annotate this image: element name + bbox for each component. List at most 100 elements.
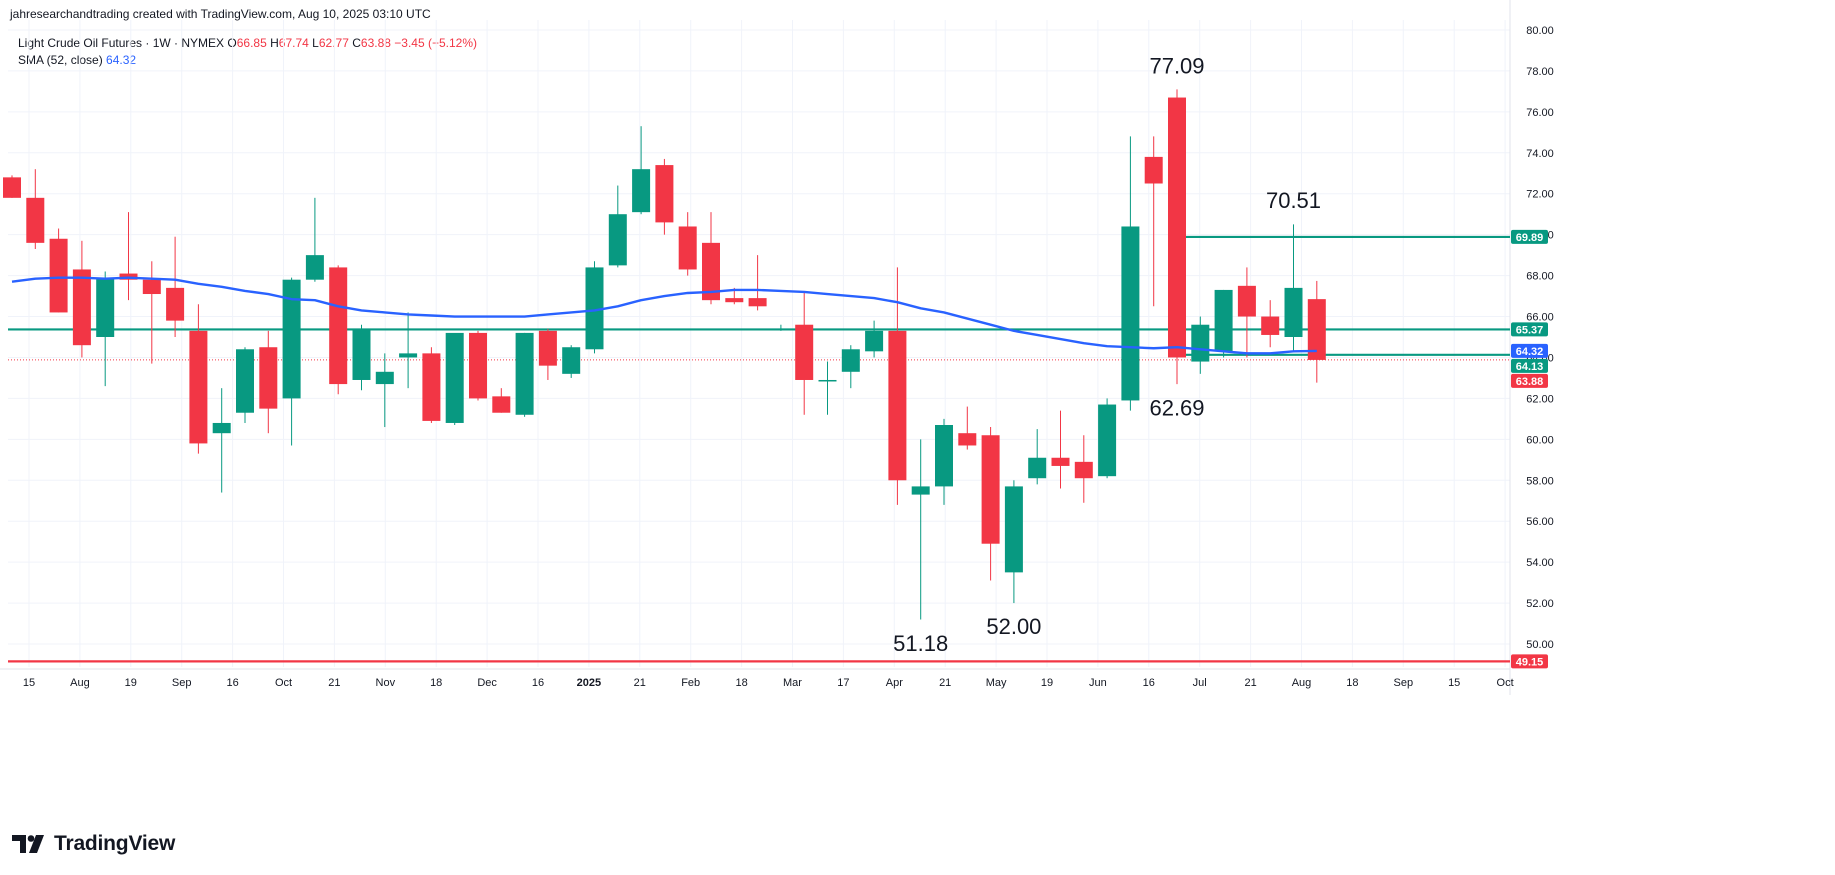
candle-body[interactable] xyxy=(1214,289,1233,352)
symbol-legend-row[interactable]: Light Crude Oil Futures · 1W · NYMEX O66… xyxy=(18,35,477,52)
time-axis-tick-label: 15 xyxy=(1448,677,1460,689)
candle-body[interactable] xyxy=(515,332,534,415)
price-axis-tick-label: 74.00 xyxy=(1526,148,1554,160)
candle-body[interactable] xyxy=(1004,486,1023,573)
candle-body[interactable] xyxy=(329,267,348,385)
candle-body[interactable] xyxy=(911,486,930,495)
chart-attribution: jahresearchandtrading created with Tradi… xyxy=(10,7,431,21)
price-annotation-label: 70.51 xyxy=(1266,188,1321,213)
candle-body[interactable] xyxy=(96,277,115,337)
candle-body[interactable] xyxy=(1191,324,1210,362)
close-value: 63.88 xyxy=(360,36,391,50)
close-label: C xyxy=(352,36,361,50)
candle-body[interactable] xyxy=(702,242,720,301)
price-axis-tag xyxy=(1511,322,1548,337)
time-axis-tick-label: Sep xyxy=(172,677,192,689)
candle-body[interactable] xyxy=(1237,285,1256,317)
tradingview-brand: TradingView xyxy=(12,832,175,856)
candle-body[interactable] xyxy=(375,371,394,385)
candle-body[interactable] xyxy=(26,197,45,243)
time-axis-tick-label: 19 xyxy=(1041,677,1053,689)
candle-body[interactable] xyxy=(538,330,557,366)
candle-body[interactable] xyxy=(678,226,697,270)
price-axis-tick-label: 66.00 xyxy=(1526,312,1554,324)
time-axis-tick-label: 16 xyxy=(532,677,544,689)
candle-body[interactable] xyxy=(608,214,627,266)
candle-body[interactable] xyxy=(189,330,208,444)
candle-body[interactable] xyxy=(958,433,977,446)
candle-body[interactable] xyxy=(1261,316,1280,335)
candle-body[interactable] xyxy=(3,177,21,198)
time-axis-tick-label: 21 xyxy=(1244,677,1256,689)
price-axis-tick-label: 52.00 xyxy=(1526,598,1554,610)
candle-body[interactable] xyxy=(585,267,604,350)
candle-body[interactable] xyxy=(282,279,301,399)
price-axis-tick-label: 58.00 xyxy=(1526,475,1554,487)
candle-body[interactable] xyxy=(422,353,441,421)
time-axis-tick-label: Oct xyxy=(275,677,292,689)
price-axis-tag xyxy=(1511,373,1548,388)
candle-body[interactable] xyxy=(399,353,418,358)
time-axis-tick-label: Mar xyxy=(783,677,802,689)
time-axis-tick-label: Aug xyxy=(1292,677,1312,689)
candle-body[interactable] xyxy=(562,347,581,374)
sma-line[interactable] xyxy=(11,276,1317,355)
candle-body[interactable] xyxy=(445,332,464,423)
candle-body[interactable] xyxy=(305,255,324,280)
candle-body[interactable] xyxy=(1307,299,1326,360)
sma-legend-row[interactable]: SMA (52, close) 64.32 xyxy=(18,52,477,69)
candle-body[interactable] xyxy=(142,279,161,295)
price-axis-tick-label: 76.00 xyxy=(1526,107,1554,119)
time-axis-tick-label: 18 xyxy=(1346,677,1358,689)
candle-body[interactable] xyxy=(818,379,837,382)
tradingview-wordmark: TradingView xyxy=(54,832,176,855)
candle-body[interactable] xyxy=(166,287,185,321)
price-axis-tick-label: 72.00 xyxy=(1526,189,1554,201)
candle-body[interactable] xyxy=(795,324,814,380)
candle-body[interactable] xyxy=(632,169,651,213)
candle-body[interactable] xyxy=(1168,97,1186,358)
candle-body[interactable] xyxy=(981,435,1000,544)
time-axis-tick-label: Aug xyxy=(70,677,90,689)
change-value: −3.45 (−5.12%) xyxy=(394,36,478,50)
price-axis-tick-label: 54.00 xyxy=(1526,557,1554,569)
time-axis-tick-label: 18 xyxy=(430,677,442,689)
candle-body[interactable] xyxy=(841,349,860,372)
candle-body[interactable] xyxy=(1121,226,1140,401)
time-axis-tick-label: May xyxy=(986,677,1007,689)
candle-body[interactable] xyxy=(1098,404,1117,477)
candle-body[interactable] xyxy=(1284,287,1303,337)
candle-body[interactable] xyxy=(1028,457,1047,479)
candle-body[interactable] xyxy=(469,332,487,399)
low-label: L xyxy=(312,36,319,50)
candle-body[interactable] xyxy=(49,238,68,313)
candle-body[interactable] xyxy=(888,330,907,481)
open-label: O xyxy=(227,36,237,50)
price-annotation-label: 62.69 xyxy=(1149,395,1204,420)
candle-body[interactable] xyxy=(655,165,674,223)
candle-body[interactable] xyxy=(771,328,790,331)
candle-body[interactable] xyxy=(865,330,884,352)
candle-body[interactable] xyxy=(259,347,278,409)
candle-body[interactable] xyxy=(352,328,371,380)
price-axis-tick-label: 50.00 xyxy=(1526,639,1554,651)
candle-body[interactable] xyxy=(725,298,744,303)
candle-body[interactable] xyxy=(1051,457,1070,466)
candle-body[interactable] xyxy=(72,269,91,346)
price-axis-tag-label: 63.88 xyxy=(1516,376,1544,388)
time-axis-tick-label: Dec xyxy=(477,677,497,689)
time-axis-tick-label: Sep xyxy=(1394,677,1414,689)
candle-body[interactable] xyxy=(492,396,511,413)
sma-label: SMA (52, close) xyxy=(18,53,103,67)
candle-body[interactable] xyxy=(1144,156,1163,184)
price-axis-tick-label: 56.00 xyxy=(1526,516,1554,528)
time-axis-tick-label: Nov xyxy=(376,677,396,689)
candle-body[interactable] xyxy=(236,349,254,413)
candle-body[interactable] xyxy=(1074,461,1093,479)
candle-body[interactable] xyxy=(935,425,953,487)
candle-body[interactable] xyxy=(748,298,767,307)
time-axis-tick-label: Oct xyxy=(1497,677,1514,689)
price-axis-tag xyxy=(1511,229,1548,244)
candle-body[interactable] xyxy=(212,422,231,434)
